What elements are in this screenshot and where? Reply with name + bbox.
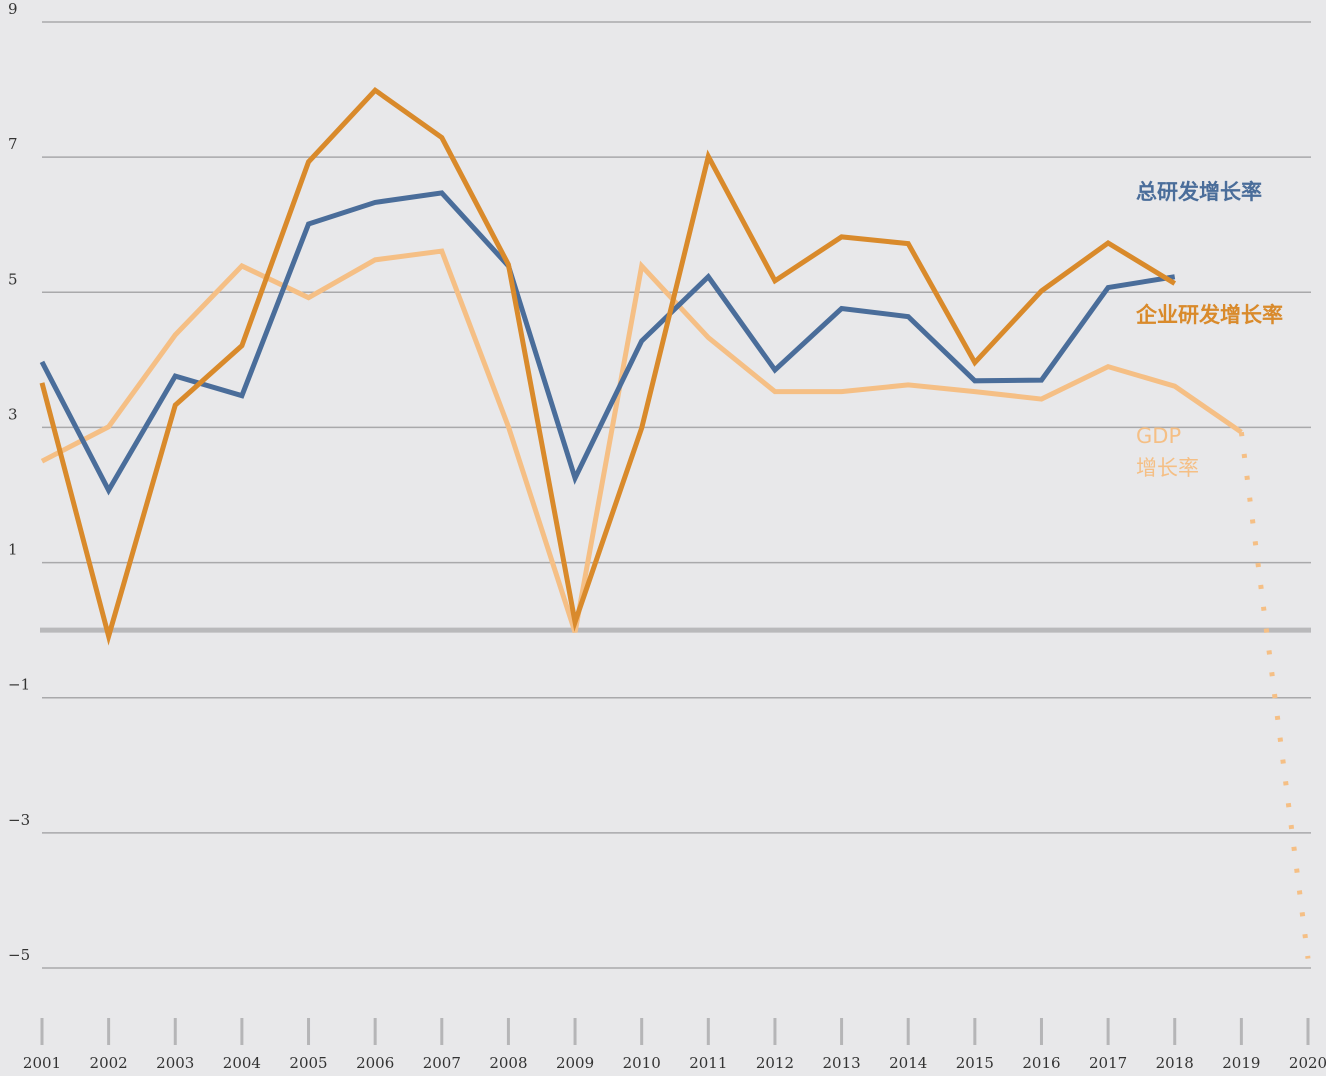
series-label: GDP 增长率 <box>1136 424 1199 480</box>
x-tick-label: 2008 <box>489 1054 527 1072</box>
x-tick-label: 2002 <box>90 1054 128 1072</box>
y-tick-label: 3 <box>8 405 18 423</box>
series-line <box>39 86 1177 646</box>
x-tick-label: 2019 <box>1222 1054 1260 1072</box>
series-line-dotted <box>1238 431 1311 959</box>
x-tick-label: 2014 <box>889 1054 927 1072</box>
series-line <box>39 190 1176 496</box>
x-tick-label: 2010 <box>623 1054 661 1072</box>
y-tick-label: 9 <box>8 0 18 18</box>
x-tick-label: 2001 <box>23 1054 61 1072</box>
series-label: 总研发增长率 <box>1136 180 1262 204</box>
x-tick-label: 2018 <box>1156 1054 1194 1072</box>
x-tick-label: 2005 <box>289 1054 327 1072</box>
x-tick-label: 2020 <box>1289 1054 1326 1072</box>
series-label: 企业研发增长率 <box>1136 303 1283 327</box>
x-tick-label: 2011 <box>689 1054 727 1072</box>
x-tick-label: 2009 <box>556 1054 594 1072</box>
x-tick-label: 2016 <box>1022 1054 1060 1072</box>
x-tick-label: 2017 <box>1089 1054 1127 1072</box>
x-tick-label: 2003 <box>156 1054 194 1072</box>
y-tick-label: 7 <box>8 135 18 153</box>
x-tick-label: 2012 <box>756 1054 794 1072</box>
y-tick-label: −5 <box>8 946 30 964</box>
y-tick-label: −3 <box>8 811 30 829</box>
x-tick-label: 2004 <box>223 1054 261 1072</box>
x-tick-label: 2015 <box>956 1054 994 1072</box>
series-line <box>40 248 1243 633</box>
y-tick-label: −1 <box>8 676 30 694</box>
x-tick-label: 2013 <box>822 1054 860 1072</box>
x-tick-label: 2006 <box>356 1054 394 1072</box>
y-tick-label: 1 <box>8 541 18 559</box>
x-tick-label: 2007 <box>423 1054 461 1072</box>
y-tick-label: 5 <box>8 270 18 288</box>
